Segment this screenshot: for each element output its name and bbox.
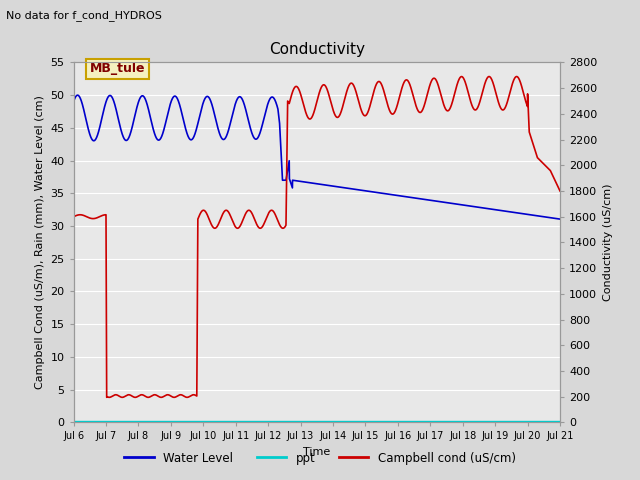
X-axis label: Time: Time xyxy=(303,447,330,457)
Text: No data for f_cond_HYDROS: No data for f_cond_HYDROS xyxy=(6,10,163,21)
Title: Conductivity: Conductivity xyxy=(269,42,365,57)
Legend: Water Level, ppt, Campbell cond (uS/cm): Water Level, ppt, Campbell cond (uS/cm) xyxy=(119,447,521,469)
Y-axis label: Conductivity (uS/cm): Conductivity (uS/cm) xyxy=(603,184,613,301)
Text: MB_tule: MB_tule xyxy=(90,62,145,75)
Y-axis label: Campbell Cond (uS/m), Rain (mm), Water Level (cm): Campbell Cond (uS/m), Rain (mm), Water L… xyxy=(35,96,45,389)
